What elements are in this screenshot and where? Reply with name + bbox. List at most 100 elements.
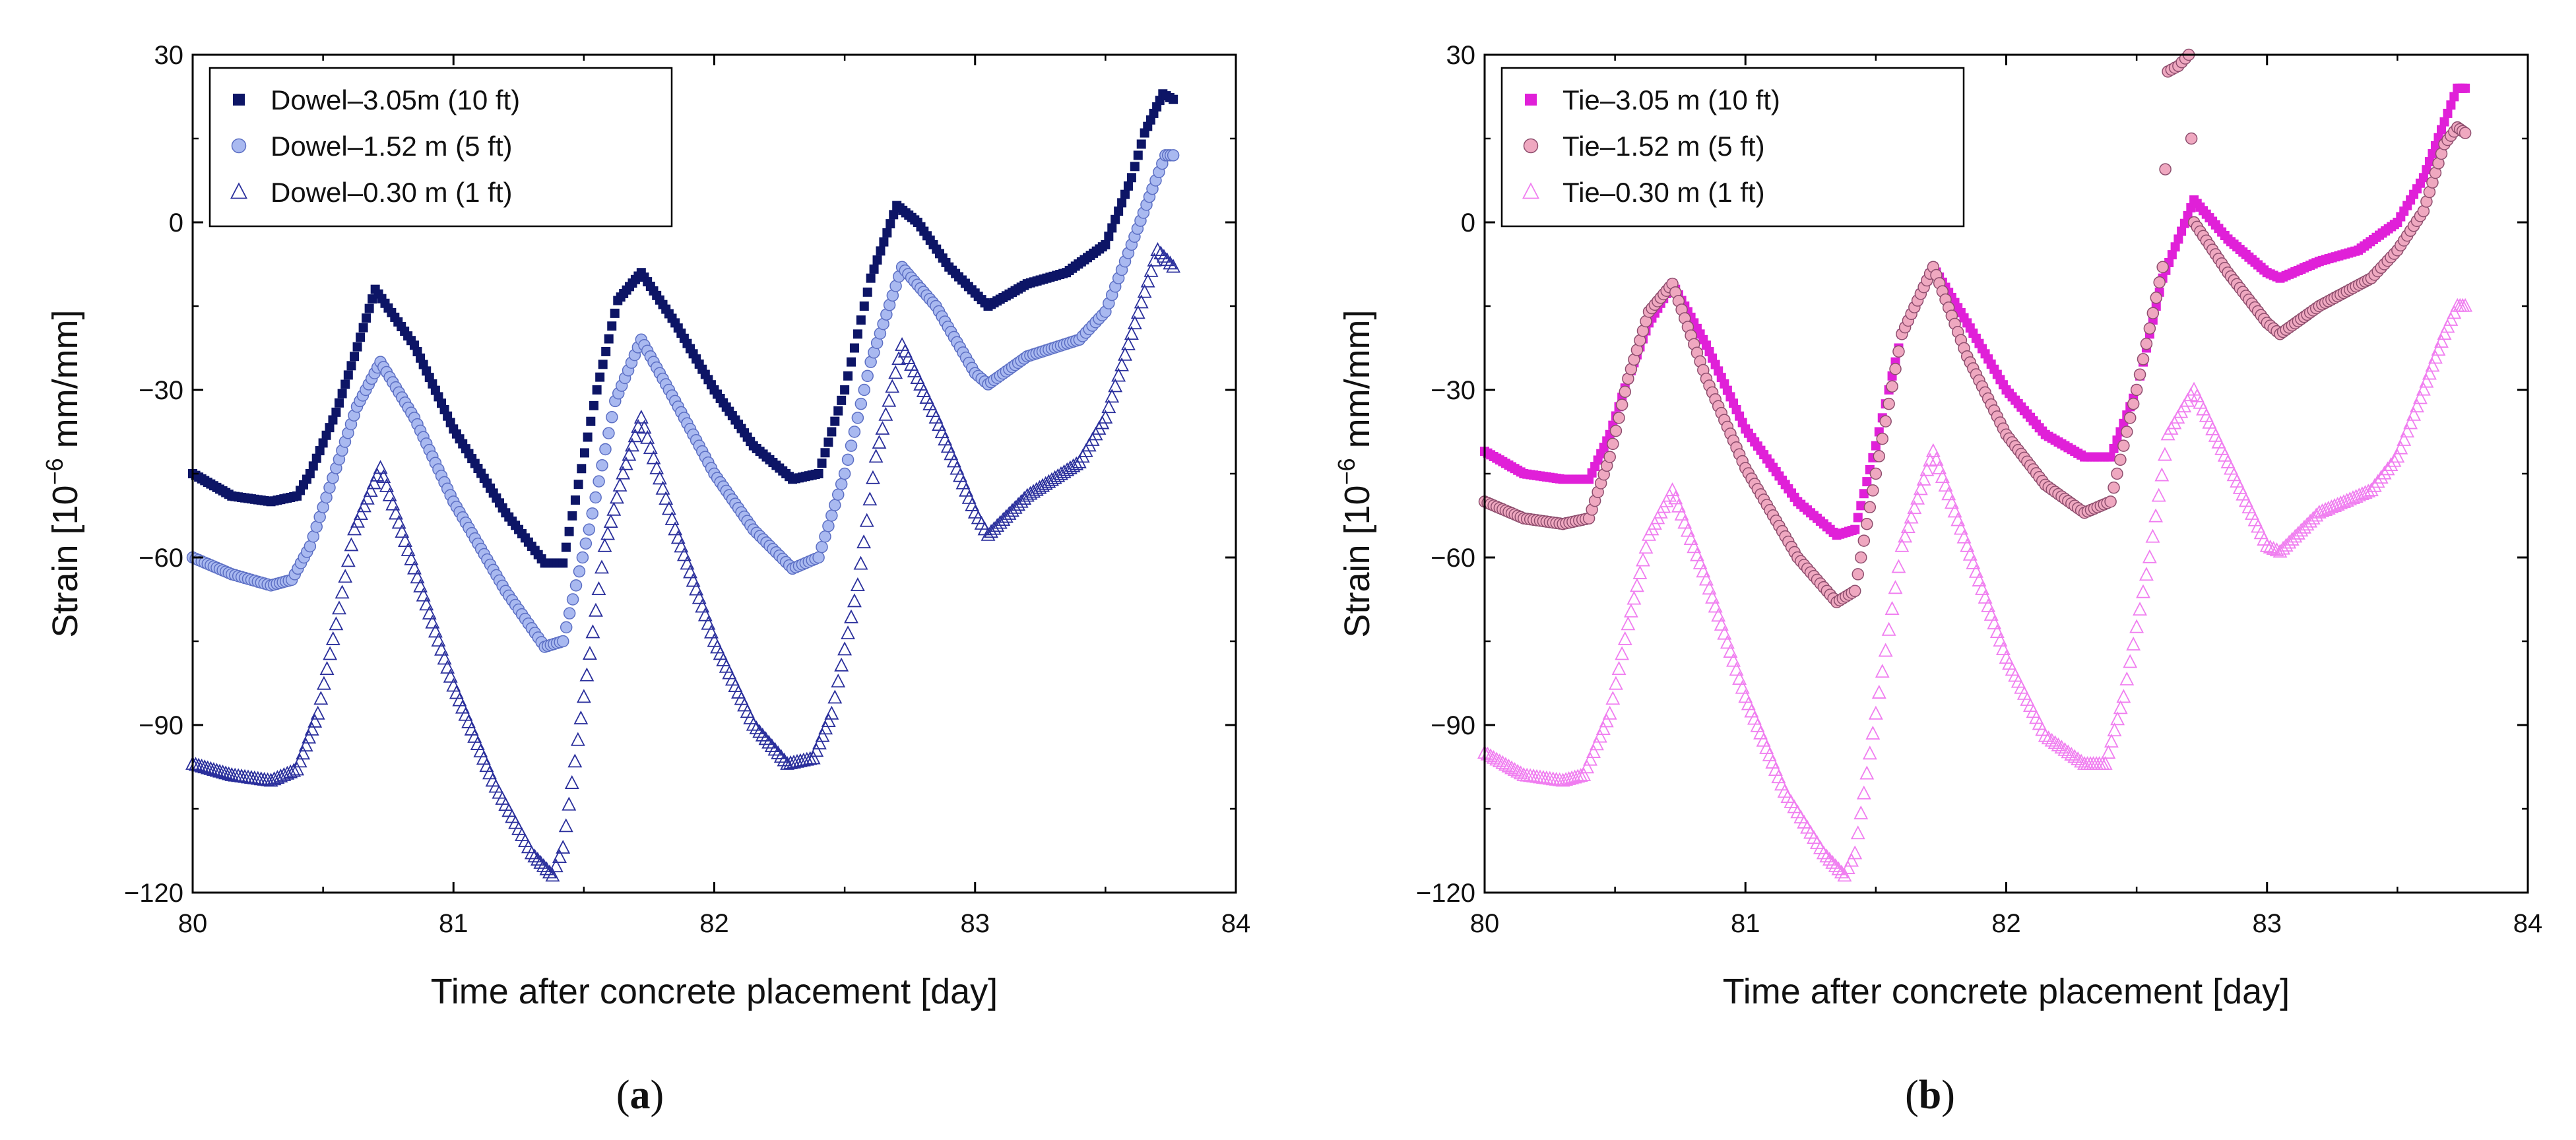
data-point bbox=[866, 273, 876, 283]
data-point bbox=[812, 551, 825, 564]
x-tick-label: 81 bbox=[1731, 909, 1760, 938]
data-point bbox=[2044, 732, 2059, 747]
data-point bbox=[1690, 547, 1704, 561]
data-point bbox=[2151, 488, 2166, 502]
chart-panel-a: 80 81 82 83 84 30 0 −30 −60 −90 −120 Time after con… bbox=[41, 41, 1250, 1118]
data-point bbox=[853, 329, 862, 339]
data-point bbox=[1120, 189, 1130, 199]
data-point bbox=[194, 758, 209, 773]
data-point bbox=[2116, 689, 2131, 703]
data-point bbox=[428, 623, 443, 638]
data-point bbox=[1884, 601, 1900, 615]
x-tick-label: 83 bbox=[961, 909, 990, 938]
data-point bbox=[862, 491, 878, 506]
data-point bbox=[1910, 490, 1925, 505]
data-point bbox=[2167, 250, 2177, 260]
data-point bbox=[847, 357, 856, 367]
series-1 bbox=[188, 89, 1178, 568]
data-point bbox=[567, 753, 583, 768]
data-point bbox=[313, 691, 329, 705]
data-point bbox=[1118, 346, 1132, 361]
data-point bbox=[668, 521, 683, 536]
data-point bbox=[1735, 680, 1750, 694]
data-point bbox=[610, 308, 620, 318]
data-point bbox=[1626, 590, 1642, 605]
data-point bbox=[652, 470, 667, 485]
data-point bbox=[570, 495, 580, 505]
data-point bbox=[407, 560, 422, 575]
data-point bbox=[530, 852, 545, 866]
data-point bbox=[625, 437, 639, 452]
data-point bbox=[767, 742, 783, 756]
data-point bbox=[273, 769, 288, 782]
data-point bbox=[413, 578, 428, 592]
data-point bbox=[749, 720, 764, 735]
data-point bbox=[1510, 763, 1526, 778]
data-point bbox=[398, 533, 412, 548]
data-point bbox=[276, 767, 292, 781]
data-point bbox=[1862, 477, 1872, 487]
data-point bbox=[599, 443, 612, 456]
data-point bbox=[847, 593, 862, 608]
data-point bbox=[1708, 598, 1723, 613]
data-point bbox=[2443, 311, 2459, 326]
data-point bbox=[646, 450, 661, 464]
panel-label-letter: a bbox=[630, 1073, 651, 1118]
data-point bbox=[1729, 662, 1744, 676]
data-point bbox=[1121, 336, 1136, 350]
data-point bbox=[1989, 624, 2005, 638]
data-point bbox=[695, 598, 710, 613]
x-tick-label: 84 bbox=[2513, 909, 2543, 938]
legend-marker bbox=[1522, 182, 1540, 199]
data-point bbox=[2393, 440, 2408, 455]
legend-box bbox=[209, 67, 673, 228]
data-point bbox=[1066, 458, 1081, 472]
data-point bbox=[2109, 443, 2119, 453]
data-point bbox=[1831, 861, 1846, 875]
data-point bbox=[589, 491, 602, 504]
data-point bbox=[746, 716, 761, 731]
data-point bbox=[604, 334, 614, 344]
data-point bbox=[833, 406, 843, 416]
data-point bbox=[1935, 469, 1950, 484]
data-point bbox=[1856, 501, 1866, 511]
data-point bbox=[2400, 424, 2415, 438]
data-point bbox=[1875, 664, 1890, 678]
data-point bbox=[827, 427, 837, 437]
data-point bbox=[1564, 770, 1580, 784]
data-point bbox=[2437, 125, 2447, 135]
data-point bbox=[1891, 559, 1906, 573]
data-point bbox=[1932, 460, 1947, 474]
y-axis-label-main: Strain [10 bbox=[46, 485, 85, 637]
data-point bbox=[1996, 641, 2011, 656]
data-point bbox=[2179, 218, 2189, 228]
legend-entry: Dowel–1.52 m (5 ft) bbox=[271, 131, 512, 162]
data-point bbox=[622, 447, 637, 461]
data-point bbox=[697, 607, 713, 621]
data-point bbox=[1962, 546, 1978, 561]
data-point bbox=[1953, 521, 1968, 535]
data-point bbox=[1636, 552, 1650, 567]
data-point bbox=[548, 858, 564, 873]
data-point bbox=[824, 705, 839, 720]
data-point bbox=[692, 590, 707, 604]
data-point bbox=[2449, 92, 2459, 102]
legend-marker bbox=[233, 94, 245, 106]
data-point bbox=[616, 465, 631, 480]
data-point bbox=[610, 490, 624, 504]
data-point bbox=[1592, 728, 1607, 743]
data-point bbox=[607, 321, 617, 331]
data-point bbox=[1114, 206, 1124, 216]
data-point bbox=[2324, 499, 2339, 513]
data-point bbox=[628, 428, 643, 443]
data-point bbox=[597, 538, 612, 552]
data-point bbox=[343, 370, 353, 380]
data-point bbox=[869, 264, 879, 274]
data-point bbox=[1595, 721, 1611, 736]
data-point bbox=[840, 385, 850, 395]
data-point bbox=[1504, 760, 1519, 775]
data-point bbox=[304, 721, 319, 736]
data-point bbox=[267, 771, 282, 786]
data-point bbox=[2133, 368, 2146, 381]
panel-label: (b) bbox=[1905, 1073, 1955, 1118]
